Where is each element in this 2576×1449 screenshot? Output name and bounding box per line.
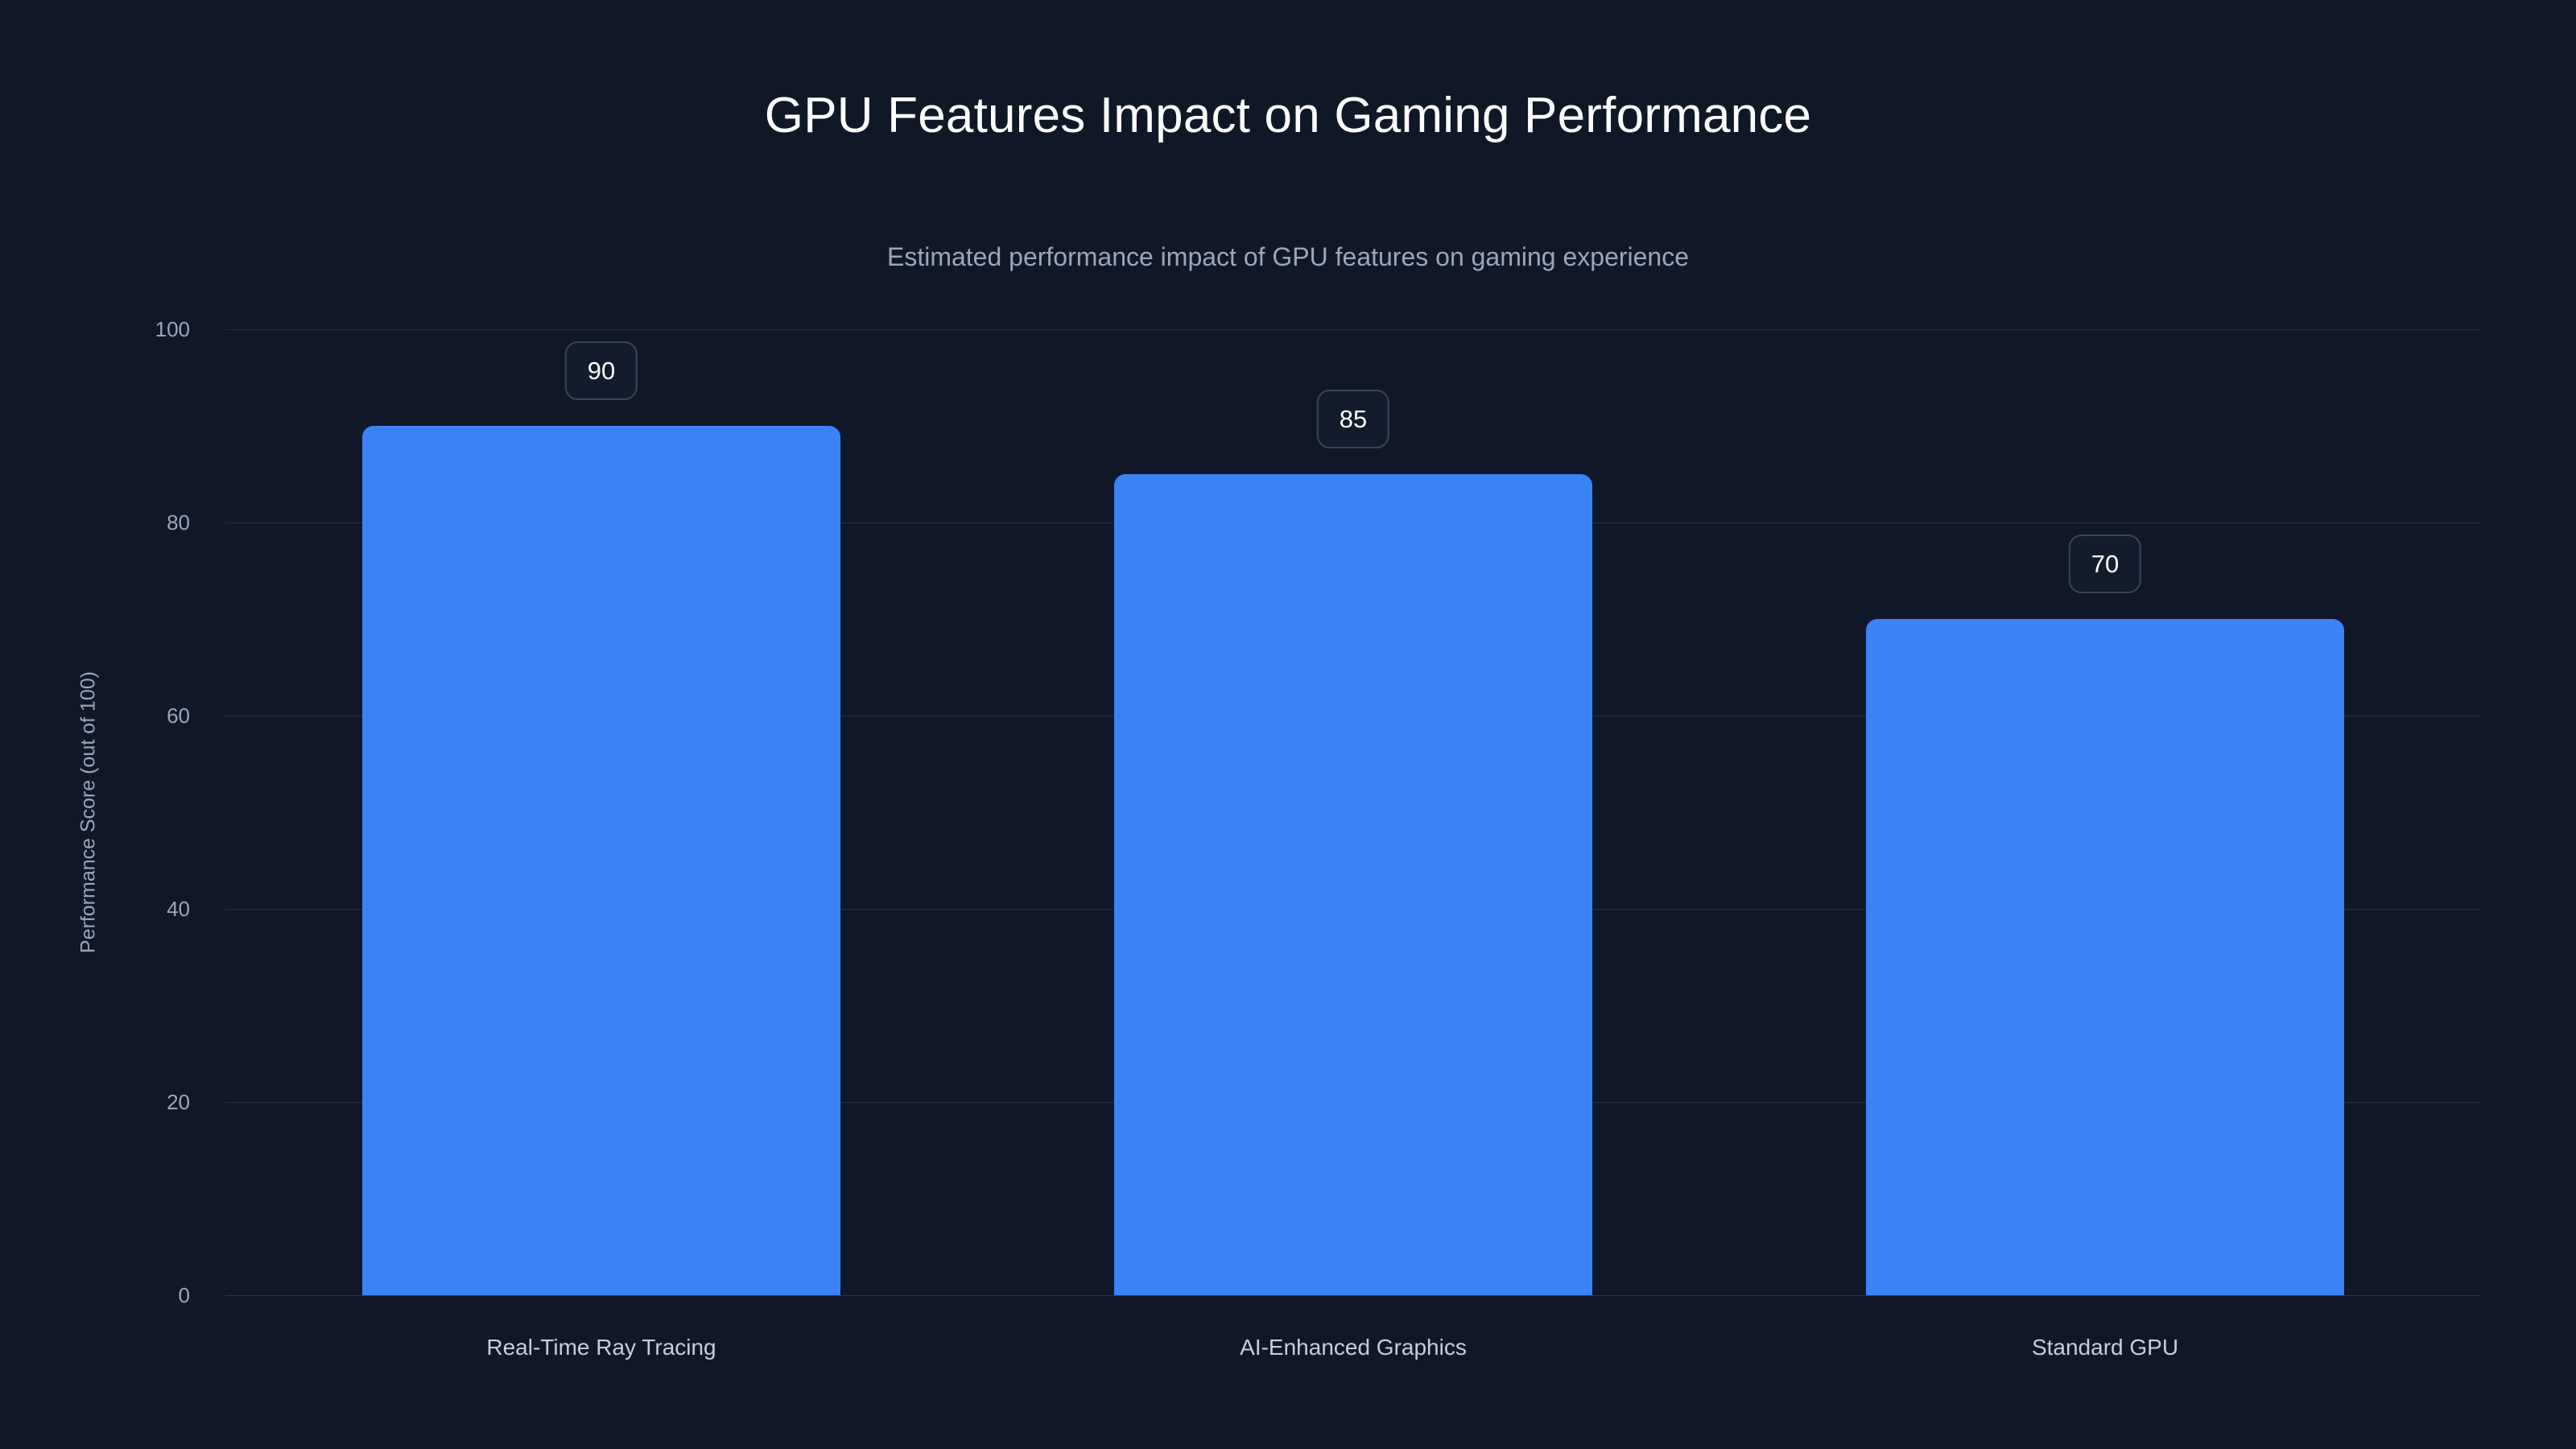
- x-axis-tick-label: Real-Time Ray Tracing: [486, 1335, 716, 1360]
- bar[interactable]: [1114, 474, 1592, 1295]
- gridline: [225, 328, 2481, 330]
- y-axis-tick-label: 80: [167, 510, 190, 535]
- y-axis-tick-label: 20: [167, 1090, 190, 1114]
- bar-value-label: 90: [564, 341, 638, 400]
- plot-area: [225, 328, 2481, 1296]
- y-axis-tick-label: 40: [167, 897, 190, 921]
- bar-value-label: 70: [2068, 535, 2142, 593]
- y-axis-tick-label: 100: [155, 317, 190, 341]
- bar[interactable]: [362, 426, 840, 1295]
- x-axis-tick-label: AI-Enhanced Graphics: [1240, 1335, 1467, 1360]
- chart-subtitle: Estimated performance impact of GPU feat…: [886, 242, 1690, 271]
- chart-title: GPU Features Impact on Gaming Performanc…: [764, 88, 1812, 143]
- bar-value-label: 85: [1316, 390, 1390, 448]
- x-axis-tick-label: Standard GPU: [2031, 1335, 2179, 1360]
- y-axis-tick-label: 60: [167, 704, 190, 728]
- bar[interactable]: [1866, 619, 2344, 1295]
- gridline: [225, 1294, 2481, 1296]
- y-axis-tick-label: 0: [178, 1283, 190, 1307]
